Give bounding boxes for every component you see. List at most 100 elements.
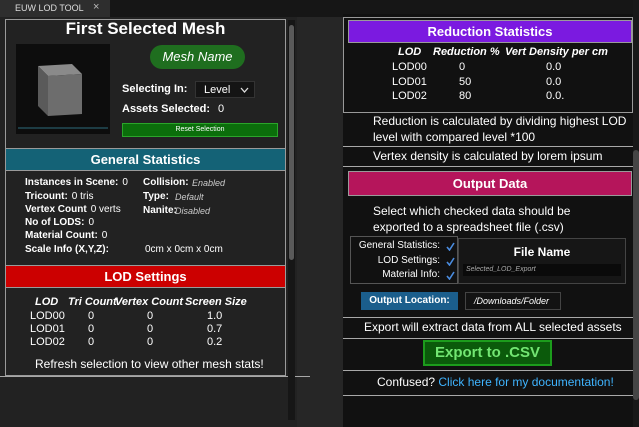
table-cell: 0 [88,323,95,335]
output-description: Select which checked data should be expo… [373,204,571,234]
table-cell: LOD01 [30,323,65,335]
help-line: Confused? Click here for my documentatio… [377,375,614,389]
flag-value: Default [175,192,204,202]
right-scrollbar[interactable] [633,0,639,427]
selecting-in-label: Selecting In: [122,83,188,95]
stat-value: 0cm x 0cm x 0cm [145,244,223,255]
flag-value: Disabled [175,206,211,216]
panel-title: First Selected Mesh [65,19,226,38]
table-cell: 0 [147,323,154,335]
output-header: Output Data [348,171,632,196]
stat-value: 0 [122,177,128,188]
assets-selected-value: 0 [218,103,225,115]
table-cell: 0 [88,336,95,348]
tab-title: EUW LOD TOOL [15,3,84,13]
column-header: LOD [35,296,59,308]
stat-value: 0 [101,230,108,241]
column-header: Screen Size [185,296,247,308]
table-cell: 0 [88,310,95,322]
table-cell: 50 [459,75,472,88]
flag-label: Nanite: [143,205,177,216]
flag-label: Collision: [143,177,189,188]
dropdown-chevron [240,87,249,93]
table-cell: LOD00 [30,310,65,322]
table-cell: 0.7 [207,323,223,335]
stat-label: Instances in Scene: 0 [25,177,128,188]
option-label: LOD Settings: [377,254,440,266]
stat-value: 0 [88,217,94,228]
column-header: Vertex Count [115,296,184,308]
table-cell: 0 [459,61,466,73]
general-statistics-header: General Statistics [5,148,286,171]
mesh-name: Mesh Name [150,45,245,69]
table-cell: 0 [147,336,154,348]
density-note: Vertex density is calculated by lorem ip… [373,149,603,163]
tab-bar [0,0,639,17]
separator [343,338,633,339]
option-label: Material Info: [382,269,440,280]
column-header: Tri Count [68,296,117,308]
table-cell: LOD00 [392,61,427,73]
stat-label: Scale Info (X,Y,Z): [25,244,109,255]
scroll-thumb[interactable] [289,25,294,260]
table-cell: 0.0. [546,90,565,102]
help-prefix: Confused? [377,375,436,389]
separator [343,395,633,396]
table-cell: 80 [459,90,472,102]
file-name-label: File Name [513,245,571,259]
table-cell: LOD02 [392,90,427,102]
separator [343,146,633,147]
stat-value: 0 verts [90,204,121,215]
option-checkbox[interactable] [446,271,455,280]
lod-settings-header: LOD Settings [5,265,286,288]
left-frame [5,19,286,376]
separator [0,376,310,377]
column-header: LOD [398,46,422,58]
reset-button[interactable]: Reset Selection [122,123,278,137]
assets-selected-label: Assets Selected: [122,103,211,115]
mesh-thumbnail [16,44,110,134]
table-cell: 0.0 [546,61,562,73]
reduction-header: Reduction Statistics [348,20,632,43]
file-name-input[interactable]: Selected_LOD_Export [463,264,621,276]
selecting-in-dropdown[interactable]: Level [195,81,255,98]
option-checkbox[interactable] [446,257,455,266]
separator [343,166,633,167]
stat-label: Tricount: 0 tris [25,191,94,202]
flag-value: Enabled [192,178,226,188]
separator [343,317,633,318]
option-label: General Statistics: [358,240,440,251]
stat-label: No of LODS: 0 [25,217,94,228]
left-scrollbar[interactable] [288,20,295,420]
cube-icon [18,64,108,129]
table-cell: 0 [147,310,154,322]
stat-value: 0 tris [71,191,94,202]
stat-label: Material Count: 0 [25,230,108,241]
option-checkbox[interactable] [446,242,455,251]
output-location-button[interactable]: Output Location: [361,292,458,310]
tab[interactable]: EUW LOD TOOL × [0,0,110,17]
file-name-box: File Name Selected_LOD_Export [458,238,626,284]
dropdown-value: Level [204,84,231,96]
table-cell: 1.0 [207,310,223,322]
column-header: Vert Density per cm [505,46,608,58]
options-frame [350,236,458,284]
table-cell: 0.0 [546,75,562,88]
reduction-frame [343,17,633,113]
lod-footer: Refresh selection to view other mesh sta… [35,357,264,371]
table-cell: 0.2 [207,336,223,348]
scroll-thumb[interactable] [633,150,639,400]
column-header: Reduction % [433,46,500,58]
help-link[interactable]: Click here for my documentation! [438,375,614,389]
table-cell: LOD02 [30,336,65,348]
reduction-note: Reduction is calculated by dividing high… [373,114,627,144]
flag-label: Type: [143,191,169,202]
tab-close[interactable]: × [93,1,100,13]
table-cell: LOD01 [392,75,427,88]
output-location-value[interactable]: /Downloads/Folder [465,292,561,310]
export-button[interactable]: Export to .CSV [423,340,552,366]
stat-label: Vertex Count 0 verts [25,204,121,215]
separator [343,370,633,371]
